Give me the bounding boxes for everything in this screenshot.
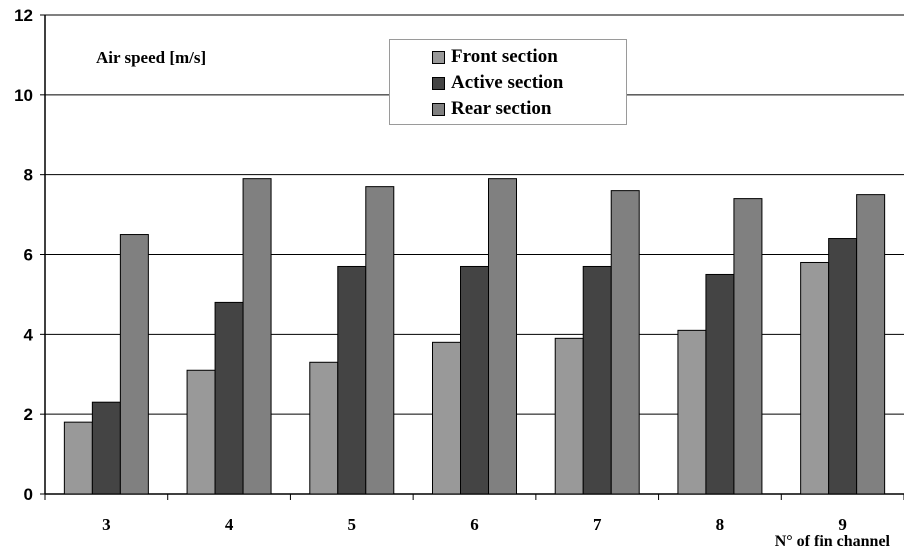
x-tick-label: 6 <box>470 515 479 534</box>
y-tick-label: 12 <box>14 6 33 25</box>
legend-label-rear: Rear section <box>451 98 552 119</box>
bar-rear-section <box>856 194 886 495</box>
y-tick-labels: 0 2 4 6 8 10 12 <box>14 6 33 504</box>
bar-front-section <box>432 341 461 495</box>
legend-swatch-front <box>432 50 445 64</box>
bars <box>63 178 886 495</box>
bar-front-section <box>186 369 216 495</box>
bar-rear-section <box>488 178 517 495</box>
bar-rear-section <box>733 198 763 495</box>
x-tick-label: 3 <box>102 515 111 534</box>
bar-rear-section <box>242 178 272 495</box>
x-tick-label: 4 <box>225 515 234 534</box>
legend-label-front: Front section <box>451 46 558 67</box>
bar-active-section <box>582 265 612 495</box>
bar-front-section <box>63 421 93 495</box>
bar-rear-section <box>365 186 395 495</box>
legend: Front section Active section Rear sectio… <box>389 39 627 125</box>
legend-item-front: Front section <box>390 44 626 70</box>
bar-rear-section <box>610 190 640 495</box>
bar-front-section <box>800 261 830 495</box>
y-tick-label: 4 <box>24 325 34 344</box>
bar-front-section <box>309 361 339 495</box>
x-tick-labels: 3 4 5 6 7 8 9 <box>102 515 847 534</box>
x-tick-label: 8 <box>716 515 725 534</box>
bar-rear-section <box>119 234 149 495</box>
bar-active-section <box>460 265 489 495</box>
bar-active-section <box>705 273 735 495</box>
legend-swatch-rear <box>432 102 445 116</box>
bar-front-section <box>554 337 584 495</box>
y-tick-label: 10 <box>14 86 33 105</box>
y-axis-label: Air speed [m/s] <box>96 48 207 67</box>
bar-active-section <box>337 265 367 495</box>
x-tick-label: 5 <box>348 515 357 534</box>
x-tick-label: 7 <box>593 515 602 534</box>
legend-swatch-active <box>432 76 445 90</box>
bar-active-section <box>828 238 858 495</box>
y-tick-label: 8 <box>24 166 33 185</box>
y-tick-label: 0 <box>24 485 33 504</box>
y-tick-label: 2 <box>24 405 33 424</box>
legend-item-active: Active section <box>390 70 626 96</box>
x-axis-label: N° of fin channel <box>774 533 890 550</box>
legend-label-active: Active section <box>451 72 564 93</box>
bar-active-section <box>91 401 121 495</box>
legend-item-rear: Rear section <box>390 96 626 122</box>
bar-front-section <box>677 329 707 495</box>
y-tick-label: 6 <box>24 246 33 265</box>
bar-active-section <box>214 301 244 495</box>
x-tick-label: 9 <box>838 515 847 534</box>
